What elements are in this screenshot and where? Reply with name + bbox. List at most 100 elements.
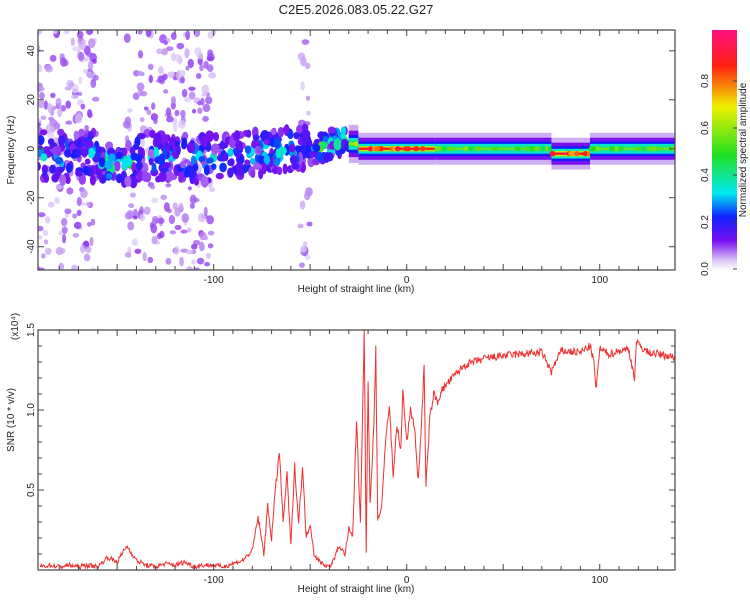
- ridge-blob: [308, 150, 317, 158]
- ridge-peak: [374, 146, 381, 152]
- noise-blob: [186, 266, 194, 270]
- ridge-peak: [394, 146, 401, 152]
- top-x-axis-label: Height of straight line (km): [298, 284, 415, 295]
- ridge-blob: [135, 161, 143, 170]
- noise-blob: [205, 96, 213, 105]
- ridge-blob: [312, 144, 321, 153]
- x-tick-label: 0: [404, 575, 410, 586]
- ridge-blob: [303, 134, 312, 146]
- noise-blob: [87, 60, 94, 71]
- y-tick-label: 0.5: [26, 483, 37, 497]
- noise-blob: [177, 55, 182, 65]
- ridge-blob: [256, 146, 262, 154]
- noise-blob: [157, 217, 165, 225]
- noise-blob: [40, 115, 47, 121]
- ridge-blob: [187, 167, 197, 179]
- ridge-blob: [47, 138, 55, 146]
- noise-blob: [165, 183, 172, 188]
- noise-blob: [163, 89, 169, 94]
- noise-blob: [45, 65, 54, 73]
- noise-blob: [299, 200, 306, 210]
- ridge-blob: [316, 151, 324, 162]
- ridge-blob: [320, 140, 328, 150]
- ridge-blob: [54, 156, 64, 165]
- ridge-blob: [58, 134, 65, 147]
- ridge-blob: [213, 131, 220, 142]
- ridge-blob: [249, 157, 256, 165]
- ridge-blob: [74, 138, 83, 149]
- ridge-blob: [126, 155, 132, 167]
- ridge-blob: [235, 140, 243, 151]
- noise-blob: [59, 57, 67, 67]
- ridge-blob: [38, 161, 41, 171]
- ridge-peak: [635, 146, 642, 152]
- ridge-blob: [104, 160, 113, 170]
- noise-blob: [59, 247, 66, 254]
- noise-blob: [167, 71, 175, 79]
- noise-blob: [185, 249, 194, 255]
- ridge-blob: [49, 164, 57, 174]
- ridge-blob: [108, 153, 116, 162]
- ridge-blob: [291, 163, 300, 170]
- noise-blob: [207, 49, 214, 57]
- ridge-blob: [200, 176, 209, 188]
- noise-blob: [188, 91, 196, 100]
- noise-blob: [194, 267, 200, 270]
- ridge-blob: [178, 170, 186, 181]
- noise-blob: [169, 230, 177, 235]
- ridge-blob: [219, 162, 227, 173]
- noise-blob: [83, 68, 89, 74]
- ridge-peak: [491, 146, 498, 152]
- noise-blob: [76, 30, 84, 39]
- noise-blob: [92, 74, 99, 81]
- colorbar-tick-label: 0.6: [700, 121, 711, 135]
- noise-blob: [38, 212, 46, 218]
- ridge-blob: [75, 148, 82, 158]
- noise-blob: [304, 62, 311, 70]
- noise-blob: [206, 56, 214, 62]
- noise-blob: [134, 248, 142, 254]
- noise-blob: [148, 74, 154, 84]
- ridge-blob: [124, 175, 132, 187]
- noise-blob: [88, 38, 96, 49]
- noise-blob: [142, 251, 147, 262]
- noise-blob: [86, 201, 91, 207]
- noise-blob: [42, 229, 49, 236]
- noise-blob: [77, 51, 85, 61]
- noise-blob: [136, 82, 145, 91]
- noise-blob: [197, 100, 202, 106]
- ridge-blob: [96, 145, 102, 152]
- ridge-peak: [617, 146, 624, 152]
- noise-blob: [303, 191, 311, 201]
- noise-blob: [206, 252, 211, 259]
- noise-blob: [197, 107, 203, 114]
- noise-blob: [140, 138, 145, 148]
- noise-blob: [199, 64, 204, 72]
- ridge-blob: [148, 157, 154, 166]
- ridge-peak: [589, 146, 596, 152]
- noise-blob: [180, 229, 188, 234]
- ridge-blob: [179, 160, 187, 169]
- noise-blob: [204, 261, 211, 267]
- noise-blob: [173, 246, 180, 255]
- noise-blob: [191, 108, 197, 114]
- ridge-blob: [273, 157, 281, 167]
- noise-blob: [38, 235, 43, 240]
- noise-blob: [163, 40, 169, 46]
- noise-blob: [139, 90, 148, 97]
- ridge-blob: [134, 136, 141, 147]
- noise-blob: [77, 91, 83, 97]
- noise-blob: [43, 100, 48, 110]
- noise-blob: [145, 30, 152, 38]
- ridge-blob: [181, 137, 188, 150]
- noise-blob: [174, 109, 180, 117]
- noise-blob: [208, 72, 217, 79]
- noise-blob: [91, 58, 97, 64]
- ridge-peak: [646, 146, 653, 152]
- noise-blob: [73, 221, 82, 230]
- noise-blob: [191, 259, 196, 265]
- noise-blob: [204, 235, 209, 241]
- noise-blob: [71, 83, 80, 94]
- ridge-blob: [277, 127, 285, 138]
